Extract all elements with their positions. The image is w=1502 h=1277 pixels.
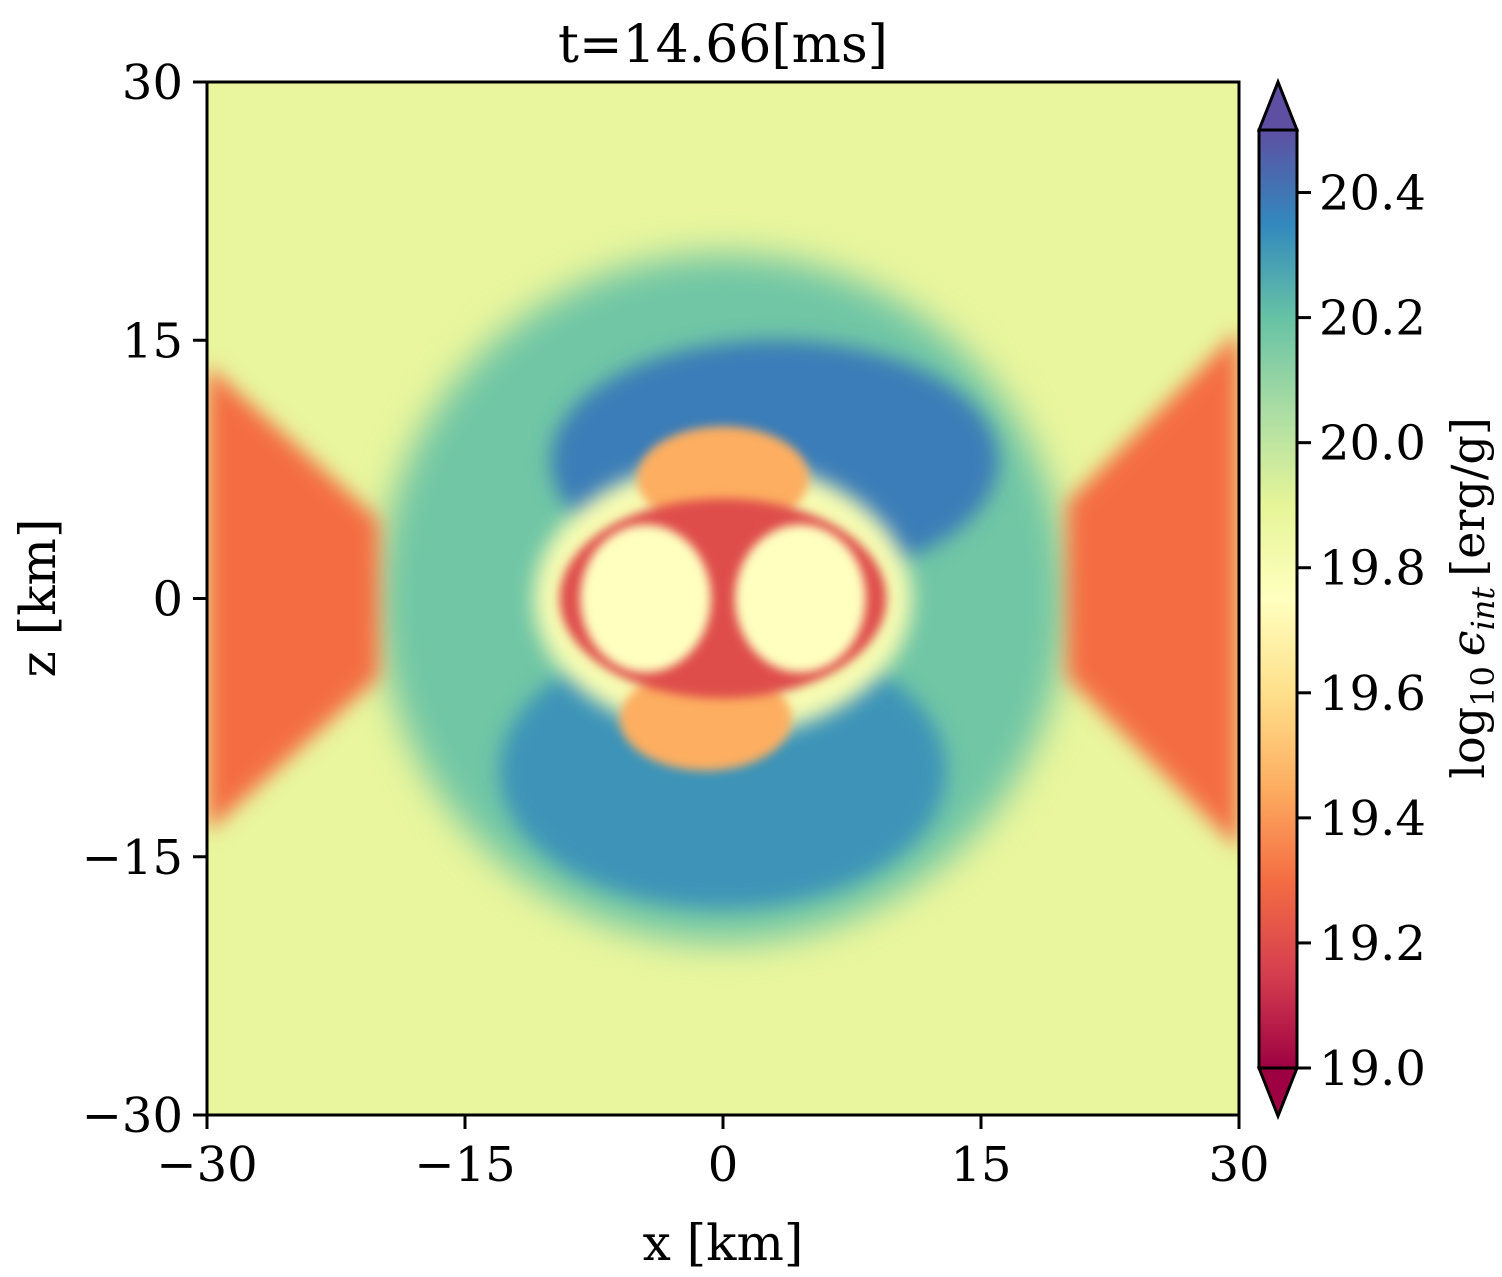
x-tick-label: −15 [414, 1137, 515, 1193]
colorbar-tick-label: 19.2 [1319, 916, 1426, 972]
colorbar-tick-label: 20.4 [1319, 166, 1426, 222]
colorbar-tick-label: 20.0 [1319, 416, 1426, 472]
colorbar-extend-top [1256, 77, 1300, 132]
y-tick-label: −30 [82, 1088, 183, 1144]
colorbar-label-base: log [1441, 707, 1495, 779]
y-axis-label: z [km] [9, 519, 67, 678]
y-axis-ticks: −30 −15 0 15 30 [82, 55, 207, 1144]
colorbar-label-symbol: ϵ [1441, 630, 1495, 656]
x-tick-label: 0 [708, 1137, 739, 1193]
colorbar: 19.0 19.2 19.4 19.6 19.8 20.0 20.2 20.4 [1256, 77, 1426, 1121]
colorbar-tick-label: 20.2 [1319, 291, 1426, 347]
colorbar-extend-bottom [1256, 1066, 1300, 1121]
x-axis-label: x [km] [643, 1214, 804, 1272]
heatmap-region-core-lobe-left [580, 524, 711, 673]
y-tick-label: −15 [82, 830, 183, 886]
colorbar-label-unit: [erg/g] [1441, 417, 1495, 577]
colorbar-label-base-sub: 10 [1464, 666, 1502, 707]
x-tick-label: −30 [156, 1137, 257, 1193]
heatmap-field [207, 82, 1239, 1115]
colorbar-ticks: 19.0 19.2 19.4 19.6 19.8 20.0 20.2 20.4 [1297, 166, 1426, 1097]
colorbar-tick-label: 19.0 [1319, 1041, 1426, 1097]
heatmap-region-outflow-right [1067, 330, 1239, 850]
y-tick-label: 30 [122, 55, 183, 111]
colorbar-tick-label: 19.4 [1319, 791, 1426, 847]
x-tick-label: 15 [950, 1137, 1011, 1193]
colorbar-label: log10 ϵint [erg/g] [1441, 417, 1502, 779]
y-tick-label: 0 [152, 572, 183, 628]
colorbar-gradient [1257, 128, 1299, 1070]
colorbar-tick-label: 19.8 [1319, 541, 1426, 597]
colorbar-label-symbol-sub: int [1464, 587, 1502, 631]
heatmap-region-core-lobe-right [735, 524, 866, 673]
colorbar-tick-label: 19.6 [1319, 666, 1426, 722]
heatmap-region-outflow-left [207, 364, 379, 833]
x-axis-ticks: −30 −15 0 15 30 [156, 1115, 1270, 1193]
y-tick-label: 15 [122, 313, 183, 369]
chart-title: t=14.66[ms] [558, 15, 888, 75]
x-tick-label: 30 [1208, 1137, 1269, 1193]
